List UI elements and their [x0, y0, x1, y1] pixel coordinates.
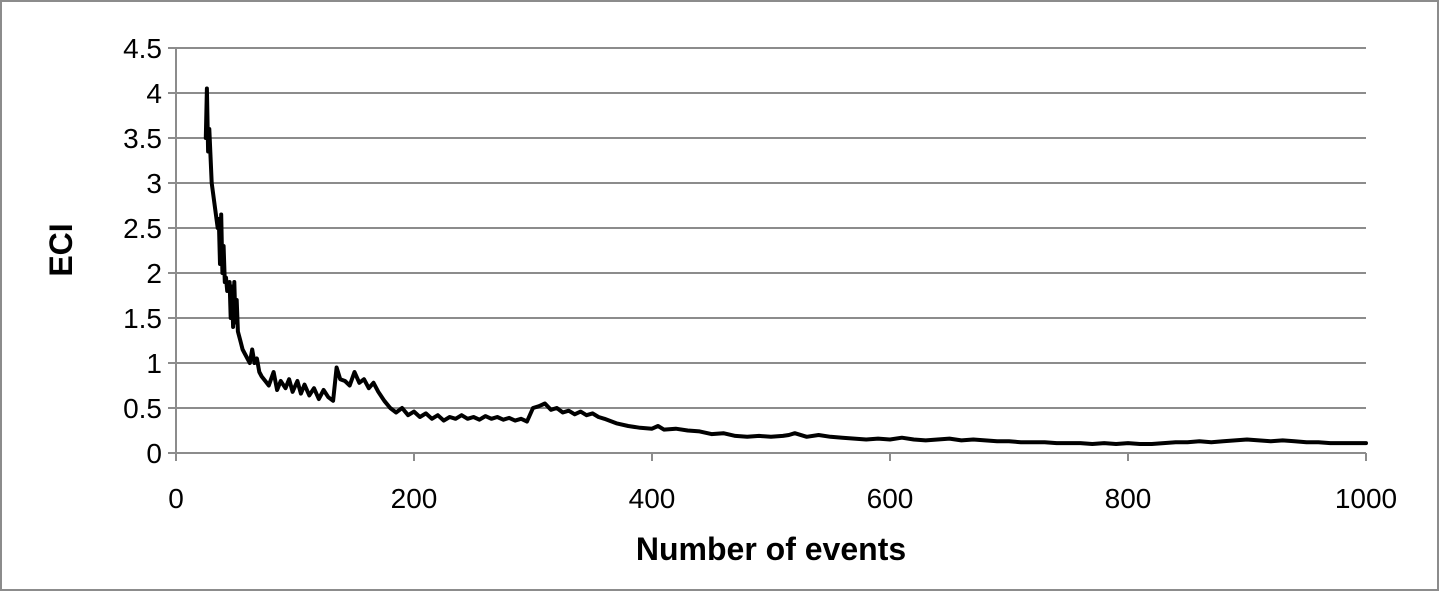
x-tick-label: 400	[629, 483, 676, 514]
x-axis-ticks: 0 200 400 600 800 1000	[168, 453, 1397, 514]
x-tick-label: 600	[867, 483, 914, 514]
y-tick-label: 3.5	[123, 123, 162, 154]
x-tick-label: 800	[1105, 483, 1152, 514]
y-tick-label: 2	[146, 258, 162, 289]
series-line-0	[203, 86, 1368, 446]
y-tick-label: 2.5	[123, 213, 162, 244]
y-tick-label: 3	[146, 168, 162, 199]
y-tick-label: 0	[146, 438, 162, 469]
y-tick-label: 4	[146, 78, 162, 109]
y-axis-ticks: 0 0.5 1 1.5 2 2.5 3 3.5 4 4.5	[123, 33, 176, 469]
x-tick-label: 0	[168, 483, 184, 514]
y-tick-label: 1	[146, 348, 162, 379]
series-layer	[203, 86, 1368, 446]
y-tick-label: 0.5	[123, 393, 162, 424]
y-tick-label: 1.5	[123, 303, 162, 334]
x-tick-label: 200	[391, 483, 438, 514]
x-tick-label: 1000	[1335, 483, 1397, 514]
y-tick-label: 4.5	[123, 33, 162, 64]
y-axis-title: ECI	[43, 223, 79, 276]
x-axis-title: Number of events	[636, 531, 906, 567]
grid-lines	[175, 47, 1366, 454]
